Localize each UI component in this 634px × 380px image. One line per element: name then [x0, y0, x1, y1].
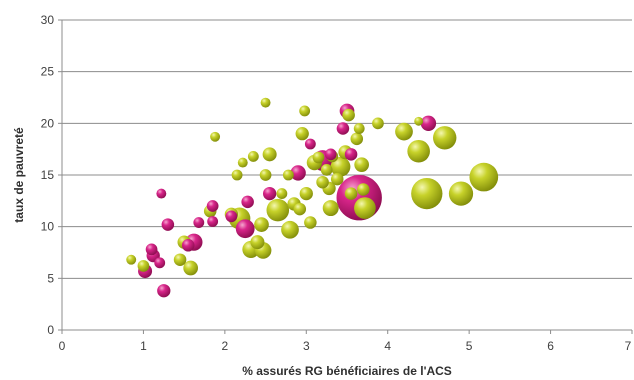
bubble-olive-20: [276, 188, 288, 200]
x-tick-label: 6: [547, 339, 554, 353]
bubble-olive-25: [295, 127, 309, 141]
bubble-magenta-14: [241, 195, 254, 209]
x-tick-label: 0: [59, 339, 66, 353]
y-tick-label: 20: [41, 116, 55, 130]
bubble-olive-1: [137, 260, 150, 272]
bubble-olive-39: [342, 108, 355, 122]
bubble-olive-45: [354, 197, 376, 219]
bubble-olive-3: [183, 260, 198, 276]
bubble-magenta-24: [420, 115, 437, 132]
y-tick-label: 25: [41, 65, 55, 79]
bubble-olive-0: [126, 254, 137, 265]
bubble-olive-46: [372, 117, 384, 130]
bubble-magenta-19: [324, 148, 337, 161]
bubble-magenta-15: [263, 186, 277, 201]
bubble-olive-14: [254, 217, 269, 232]
bubble-olive-30: [312, 151, 325, 164]
bubble-olive-8: [231, 169, 243, 181]
bubble-olive-2: [173, 253, 187, 266]
bubble-magenta-16: [290, 165, 306, 181]
bubble-olive-12: [247, 150, 259, 162]
bubble-olive-48: [407, 139, 430, 163]
y-axis-title: taux de pauvreté: [12, 127, 26, 223]
bubble-olive-53: [469, 162, 499, 192]
bubble-magenta-7: [181, 239, 195, 252]
bubble-olive-44: [357, 183, 370, 196]
x-tick-label: 3: [303, 339, 310, 353]
y-tick-label: 30: [41, 13, 55, 27]
axes: [58, 19, 633, 334]
bubble-magenta-4: [156, 188, 167, 199]
bubble-olive-50: [411, 177, 443, 210]
bubble-magenta-22: [344, 148, 358, 161]
x-tick-label: 5: [466, 339, 473, 353]
bubble-magenta-17: [304, 138, 316, 150]
bubble-olive-13: [250, 235, 265, 250]
bubble-olive-32: [320, 163, 333, 176]
bubble-olive-49: [414, 116, 424, 126]
bubble-olive-52: [448, 181, 474, 206]
bubble-olive-19: [266, 198, 290, 222]
x-tick-label: 4: [384, 339, 391, 353]
bubble-magenta-1: [145, 243, 158, 256]
y-tick-label: 15: [41, 168, 55, 182]
bubble-olive-42: [353, 123, 365, 134]
bubble-magenta-11: [207, 216, 219, 227]
bubble-olive-17: [260, 97, 271, 108]
bubble-olive-27: [299, 186, 313, 201]
bubble-olive-34: [322, 200, 339, 217]
bubble-magenta-20: [336, 122, 350, 135]
bubble-olive-18: [262, 147, 277, 162]
bubble-magenta-3: [154, 257, 166, 269]
bubble-olive-6: [210, 131, 221, 142]
y-tick-label: 10: [41, 220, 55, 234]
bubble-olive-26: [299, 105, 311, 117]
gridlines: [62, 19, 632, 279]
bubble-olive-43: [354, 157, 369, 173]
bubble-magenta-10: [206, 200, 219, 212]
bubble-olive-24: [293, 202, 307, 216]
bubble-magenta-6: [161, 218, 175, 231]
tick-labels: 0 5 10 15 20 25 30 0 1 2 3 4 5 6 7: [41, 13, 632, 353]
bubbles: [126, 97, 499, 298]
bubble-olive-21: [282, 169, 294, 181]
bubble-magenta-5: [157, 284, 171, 298]
bubble-magenta-13: [235, 219, 255, 239]
bubble-olive-36: [330, 172, 344, 186]
bubble-olive-22: [281, 220, 299, 239]
bubble-olive-51: [433, 126, 457, 150]
x-tick-label: 1: [140, 339, 147, 353]
bubble-olive-10: [237, 157, 248, 168]
bubble-olive-41: [350, 132, 364, 146]
bubble-olive-28: [304, 216, 317, 229]
bubble-olive-40: [344, 187, 358, 200]
bubble-magenta-12: [225, 210, 238, 223]
bubble-olive-31: [316, 175, 329, 189]
x-tick-label: 7: [625, 339, 632, 353]
bubble-olive-16: [259, 169, 272, 181]
bubble-olive-47: [395, 122, 413, 141]
y-tick-label: 0: [47, 323, 54, 337]
bubble-magenta-9: [193, 217, 205, 228]
bubble-olive-37: [330, 156, 351, 177]
x-tick-label: 2: [222, 339, 229, 353]
x-axis-title: % assurés RG bénéficiaires de l'ACS: [242, 364, 452, 378]
y-tick-label: 5: [47, 271, 54, 285]
